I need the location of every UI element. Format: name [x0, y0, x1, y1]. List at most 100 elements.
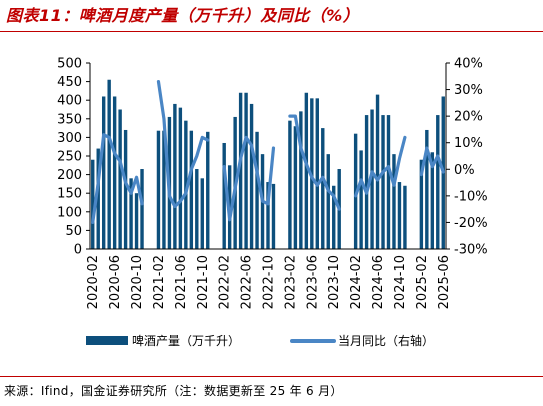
production-bar	[162, 130, 166, 249]
production-bar	[184, 120, 188, 249]
left-y-tick-label: 200	[57, 168, 82, 183]
yoy-line-segment	[222, 135, 276, 222]
legend-bar-swatch	[86, 336, 128, 345]
production-bar	[315, 98, 319, 249]
production-bar	[266, 182, 270, 249]
right-y-tick-label: 40%	[454, 57, 483, 72]
right-y-tick-label: -30%	[454, 243, 488, 258]
x-tick-label: 2020-02	[86, 255, 101, 309]
production-bar	[381, 115, 385, 249]
legend: 啤酒产量（万千升） 当月同比（右轴）	[86, 333, 434, 348]
production-bar	[271, 183, 276, 249]
x-tick-label: 2021-10	[196, 255, 211, 309]
right-y-tick-label: 20%	[454, 110, 483, 125]
production-bar	[255, 131, 259, 249]
right-y-tick-label: -10%	[454, 189, 488, 204]
production-bar	[244, 92, 248, 249]
production-bar	[392, 154, 396, 249]
left-y-tick-label: 300	[57, 131, 82, 146]
production-bar	[189, 130, 194, 249]
yoy-line-segment	[419, 146, 445, 177]
left-y-tick-label: 500	[57, 57, 82, 72]
production-bar	[134, 193, 139, 249]
production-bar	[299, 111, 303, 249]
production-bar	[96, 148, 100, 249]
line-series-group	[91, 79, 445, 225]
production-bar	[321, 128, 325, 249]
production-bar	[101, 96, 106, 249]
x-tick-label: 2021-06	[174, 255, 189, 309]
production-bar	[375, 94, 380, 250]
x-tick-label: 2023-10	[327, 255, 342, 309]
yoy-line-segment	[156, 79, 210, 209]
production-bar	[195, 169, 199, 249]
production-bar	[359, 150, 363, 249]
chart-title: 图表11：啤酒月度产量（万千升）及同比（%）	[6, 6, 360, 25]
right-y-tick-label: 10%	[454, 136, 483, 151]
left-y-tick-label: 350	[57, 112, 82, 127]
x-tick-label: 2023-06	[305, 255, 320, 309]
x-tick-label: 2021-02	[152, 255, 167, 309]
left-y-tick-label: 50	[65, 224, 82, 239]
production-bar	[118, 109, 122, 249]
production-bar	[178, 107, 183, 249]
x-tick-label: 2020-10	[130, 255, 145, 309]
production-bar	[140, 169, 144, 249]
x-tick-label: 2022-06	[240, 255, 255, 309]
production-bar	[304, 92, 309, 249]
production-bar	[370, 109, 374, 249]
production-bar	[238, 92, 243, 249]
production-bar	[91, 159, 95, 249]
right-y-tick-label: 0%	[454, 163, 475, 178]
x-tick-label: 2020-06	[108, 255, 123, 309]
x-tick-label: 2024-06	[371, 255, 386, 309]
yoy-line-segment	[288, 114, 341, 211]
left-y-tick-label: 150	[57, 187, 82, 202]
production-bar	[112, 96, 117, 249]
left-y-tick-label: 400	[57, 94, 82, 109]
x-tick-label: 2022-10	[262, 255, 277, 309]
production-bar	[249, 103, 254, 249]
production-bar	[425, 129, 429, 249]
left-y-tick-label: 100	[57, 205, 82, 220]
production-bar	[364, 115, 369, 249]
x-tick-labels: 2020-02 2020-06 2020-10 2021-02 2021-06 2021-…	[86, 255, 452, 309]
x-tick-label: 2025-02	[415, 255, 430, 309]
right-y-tick-label: -20%	[454, 216, 488, 231]
left-y-tick-label: 0	[74, 243, 82, 258]
production-bar	[326, 154, 330, 249]
production-bar	[288, 120, 292, 249]
right-y-tick-label: 30%	[454, 83, 483, 98]
production-bar	[436, 115, 440, 249]
yoy-line-segment	[91, 133, 144, 225]
source-note: 来源：Ifind，国金证券研究所（注：数据更新至 25 年 6 月）	[4, 384, 343, 398]
x-tick-label: 2023-02	[283, 255, 298, 309]
right-y-tick-labels: 40% 30% 20% 10% 0% -10% -20% -30%	[446, 57, 488, 258]
legend-bar-label: 啤酒产量（万千升）	[132, 333, 240, 348]
production-bar	[129, 178, 133, 249]
production-bar	[107, 79, 111, 250]
production-bar	[419, 159, 424, 249]
left-y-tick-label: 250	[57, 150, 82, 165]
production-bar	[123, 129, 128, 249]
x-tick-label: 2024-02	[349, 255, 364, 309]
title-rule	[0, 31, 543, 32]
legend-line-label: 当月同比（右轴）	[338, 333, 434, 348]
source-rule	[0, 376, 543, 377]
production-bar	[156, 130, 161, 249]
production-bar	[430, 152, 435, 249]
yoy-line-segment	[354, 135, 407, 198]
x-tick-label: 2022-02	[218, 255, 233, 309]
production-bar	[222, 142, 226, 249]
production-bar	[293, 126, 298, 249]
left-y-tick-label: 450	[57, 75, 82, 90]
x-tick-label: 2024-10	[393, 255, 408, 309]
production-bar	[386, 115, 391, 249]
production-bar	[200, 178, 204, 249]
production-bar	[173, 103, 177, 249]
x-tick-label: 2025-06	[437, 255, 452, 309]
production-bar	[397, 182, 402, 249]
production-bar	[332, 185, 336, 249]
production-bar	[206, 131, 210, 249]
